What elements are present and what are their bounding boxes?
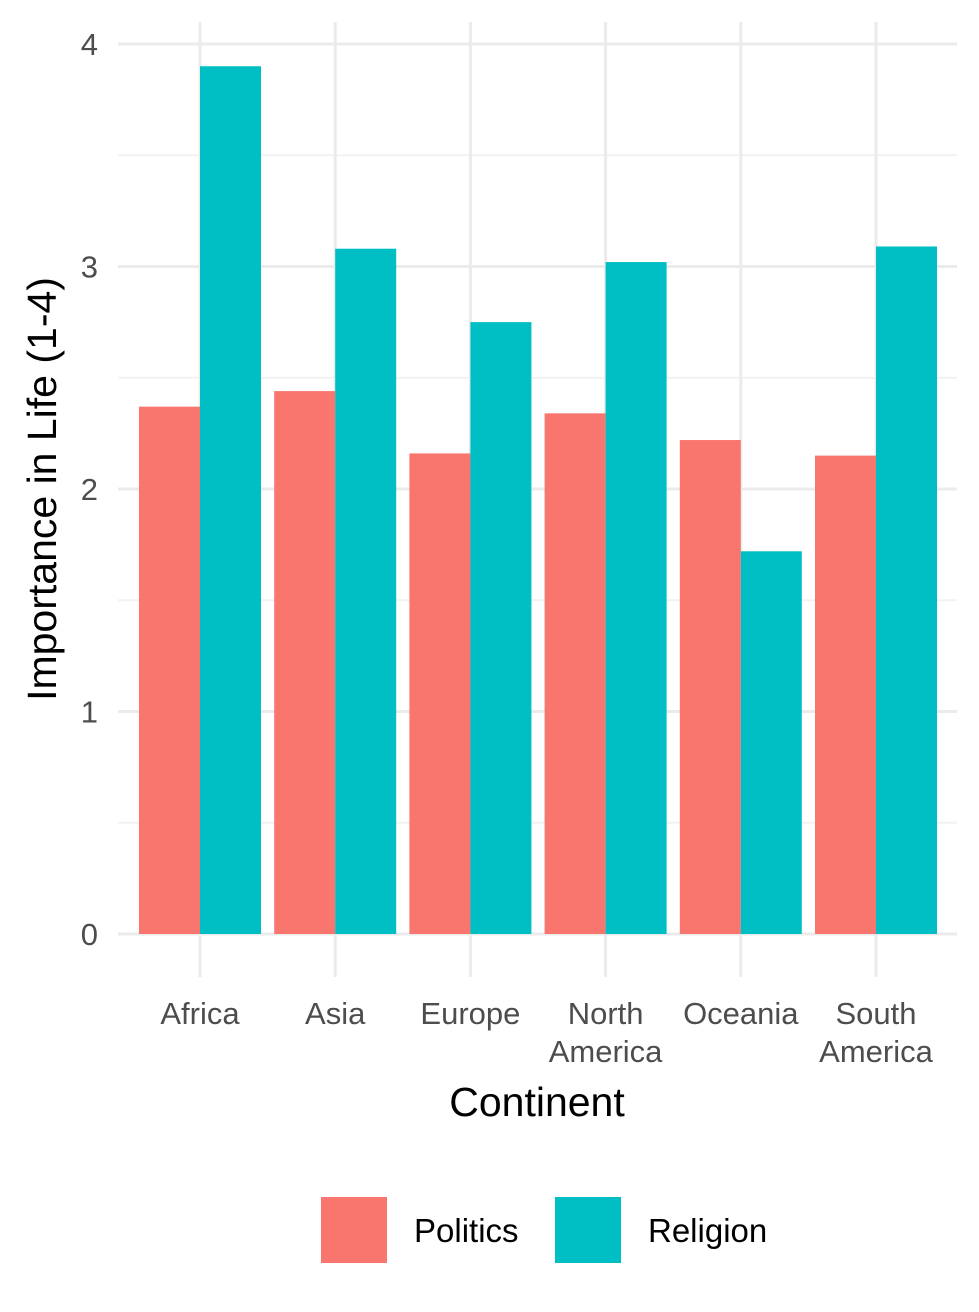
x-axis-title: Continent (449, 1079, 625, 1125)
x-tick-label: Oceania (683, 996, 799, 1031)
y-axis-title: Importance in Life (1-4) (19, 277, 65, 701)
bar-politics (815, 455, 876, 934)
legend-label-religion: Religion (648, 1212, 767, 1249)
bar-politics (544, 413, 606, 935)
bar-politics (679, 440, 741, 934)
bar-religion (335, 248, 397, 934)
y-tick-label: 1 (81, 695, 98, 730)
legend-key-politics (321, 1197, 387, 1263)
x-tick-label: Africa (160, 996, 240, 1031)
bar-religion (470, 322, 532, 934)
y-tick-label: 2 (81, 472, 98, 507)
y-tick-label: 4 (81, 27, 98, 62)
y-tick-labels: 0 1 2 3 4 (81, 27, 98, 952)
bar-religion (740, 551, 802, 934)
y-tick-label: 3 (81, 250, 98, 285)
bar-religion (200, 66, 261, 934)
bar-politics (409, 453, 471, 934)
x-tick-labels: Africa Asia Europe North America Oceania South… (160, 996, 933, 1069)
bars (139, 66, 937, 935)
x-tick-label: North America (549, 996, 663, 1069)
bar-religion (605, 262, 667, 934)
bar-politics (274, 391, 336, 935)
legend-label-politics: Politics (414, 1212, 519, 1249)
bar-religion (876, 246, 937, 935)
x-tick-label: Asia (305, 996, 366, 1031)
y-tick-label: 0 (81, 917, 98, 952)
x-tick-label: South America (819, 996, 933, 1069)
x-tick-label: Europe (420, 996, 520, 1031)
bar-politics (139, 406, 200, 934)
legend-key-religion (555, 1197, 621, 1263)
legend: Politics Religion (321, 1197, 767, 1263)
